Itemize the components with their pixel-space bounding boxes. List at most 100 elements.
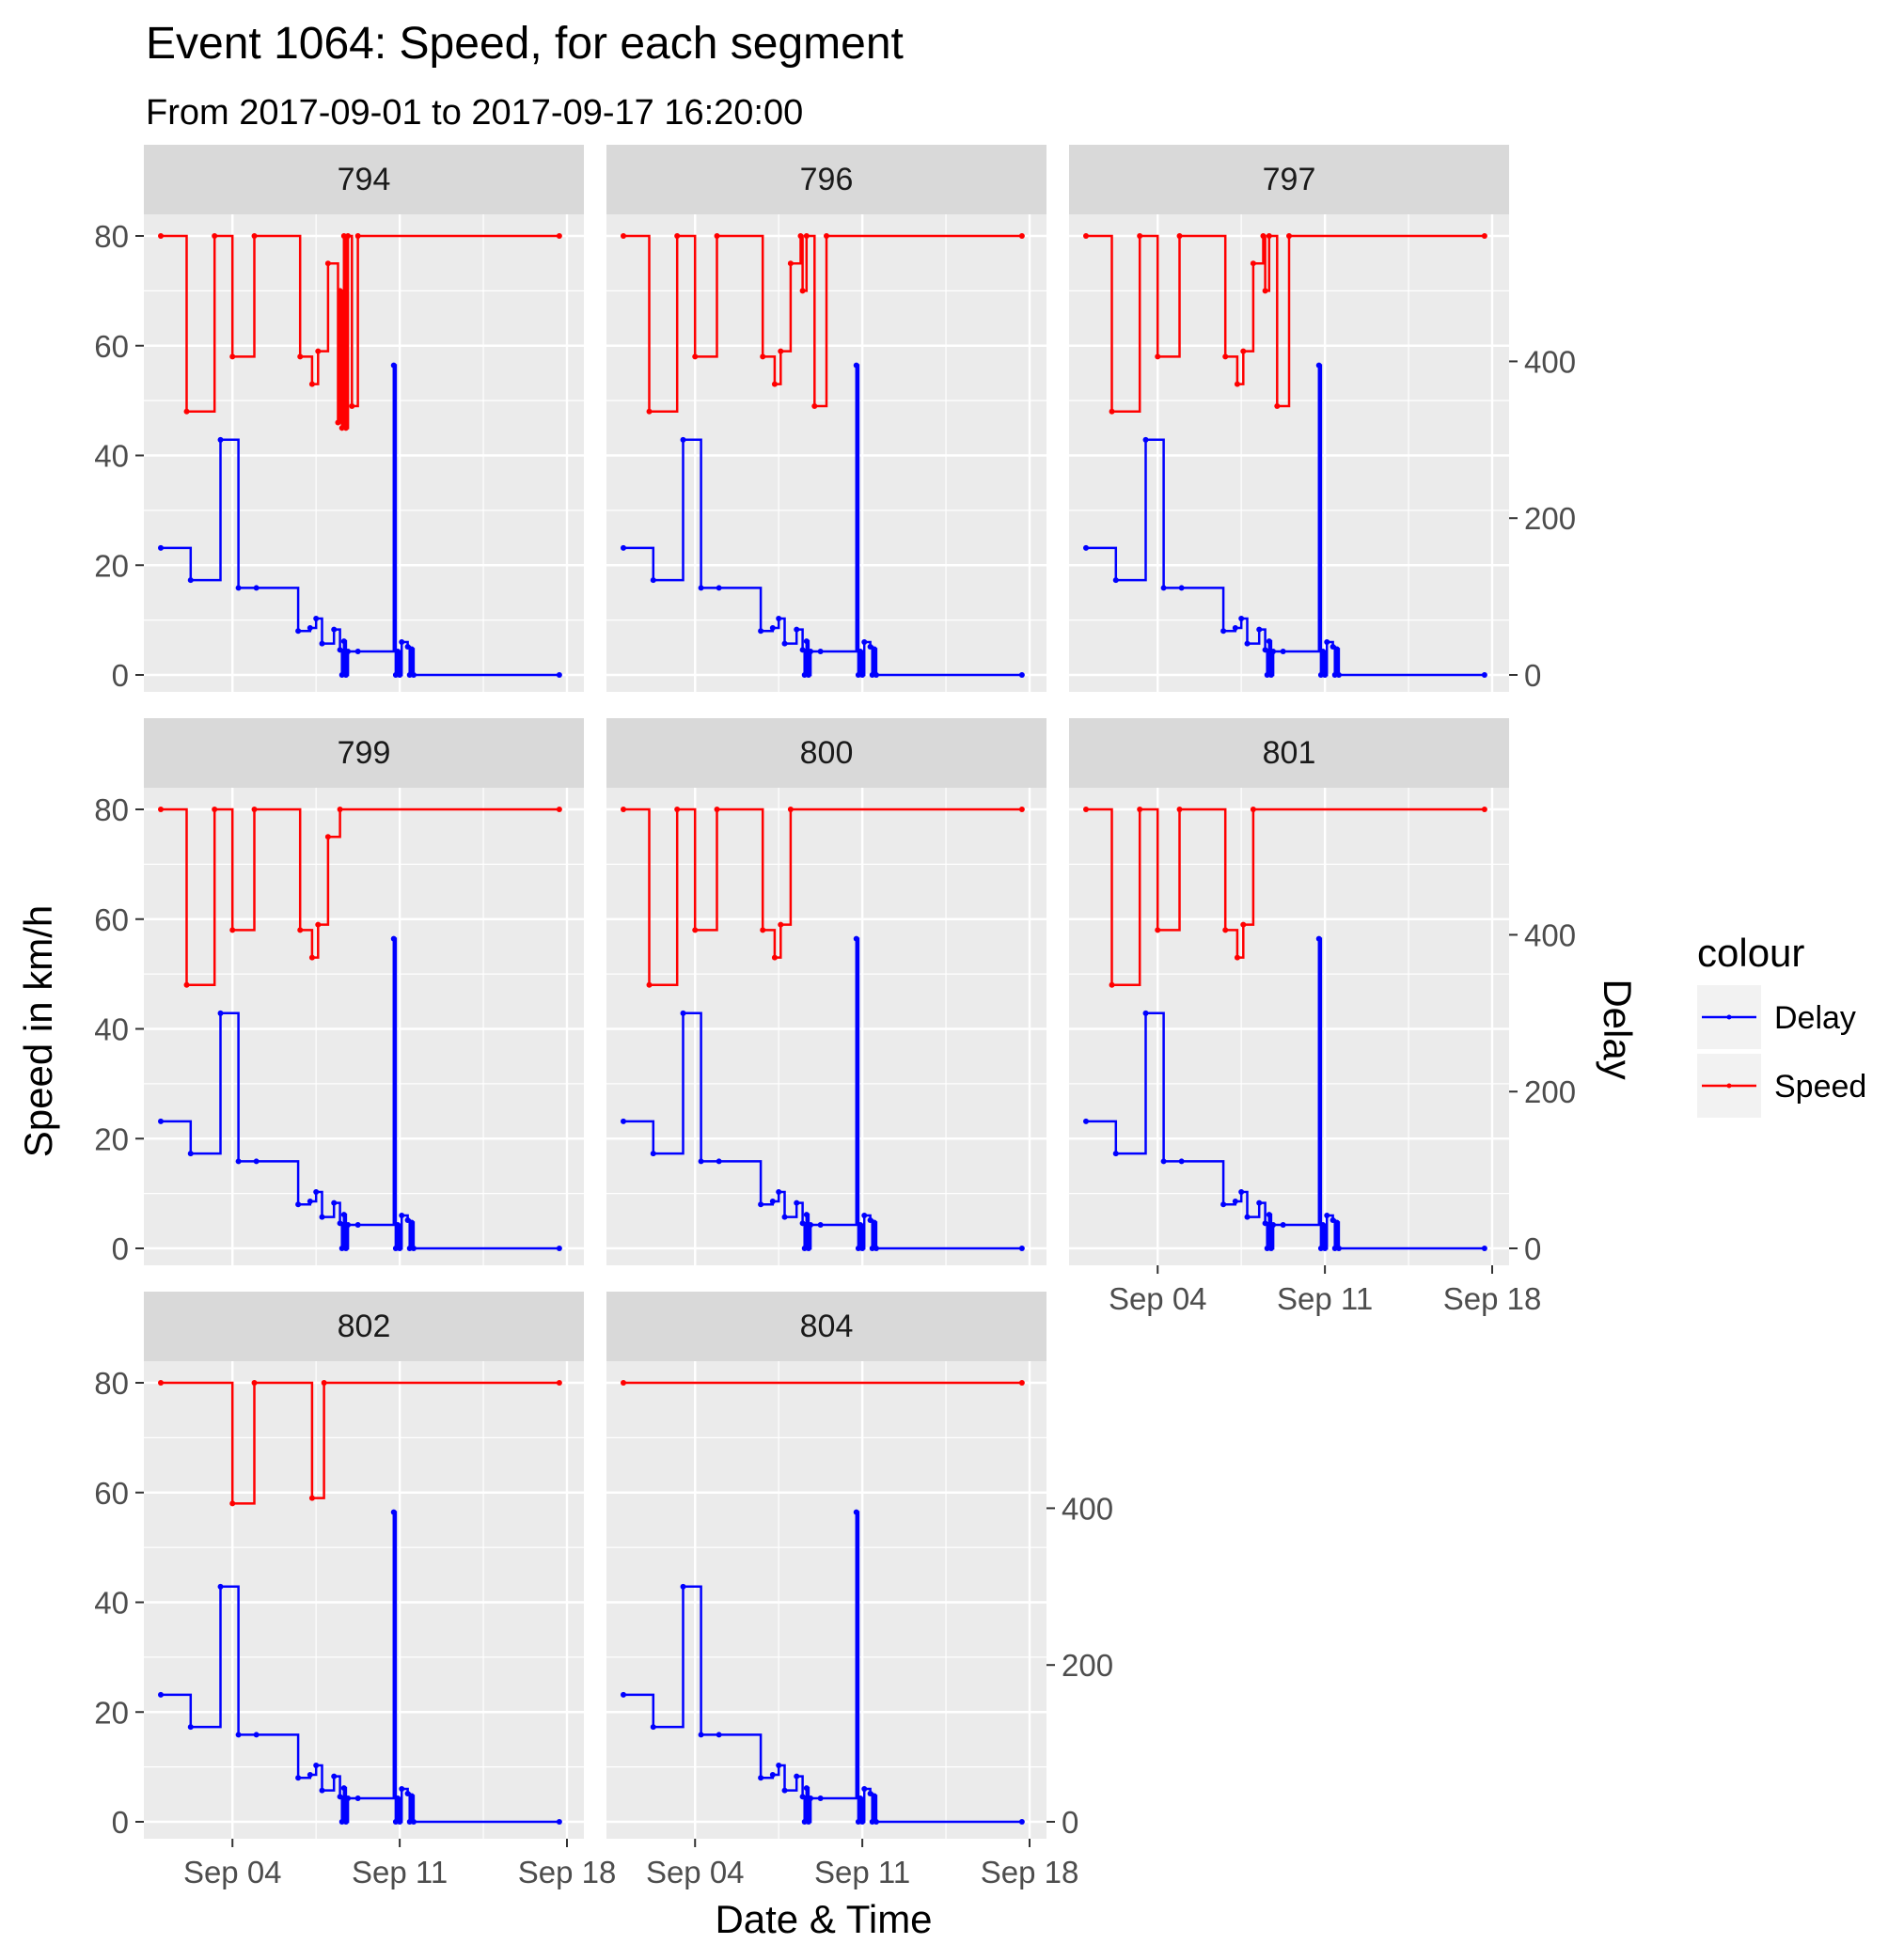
speed-point — [315, 348, 322, 354]
x-tick-label: Sep 18 — [1443, 1281, 1542, 1316]
speed-point — [340, 233, 347, 239]
delay-point — [1160, 585, 1167, 591]
delay-point — [769, 1771, 776, 1778]
delay-point — [313, 615, 320, 621]
speed-point — [799, 288, 806, 294]
speed-point — [1250, 807, 1256, 812]
delay-point — [1244, 1214, 1251, 1220]
delay-point — [1324, 638, 1330, 645]
speed-point — [212, 807, 218, 812]
delay-point — [295, 1775, 302, 1781]
delay-point — [1256, 626, 1263, 633]
speed-point — [556, 1380, 562, 1386]
y-tick-label: 40 — [94, 439, 129, 474]
delay-point — [1262, 647, 1268, 653]
delay-point — [803, 638, 810, 645]
delay-point — [698, 585, 704, 591]
facet-strip-label: 799 — [338, 735, 391, 771]
facet-strip — [606, 1292, 1046, 1361]
delay-point — [1083, 544, 1089, 551]
y2-tick-label: 400 — [1524, 344, 1576, 379]
delay-point — [395, 1795, 401, 1801]
delay-point — [621, 1691, 626, 1698]
delay-point — [390, 362, 397, 368]
speed-point — [674, 233, 681, 239]
delay-point — [1315, 935, 1322, 942]
delay-point — [871, 1219, 877, 1226]
x-tick-label: Sep 11 — [1277, 1281, 1373, 1316]
delay-point — [342, 672, 349, 678]
delay-point — [253, 1158, 260, 1165]
speed-line — [1086, 234, 1485, 414]
delay-point — [1280, 1221, 1286, 1228]
facet-panel-796: 796 — [606, 145, 1046, 692]
delay-point — [758, 628, 764, 635]
y2-tick-label: 200 — [1524, 1074, 1576, 1109]
delay-point — [858, 1795, 863, 1801]
y-tick-label: 0 — [112, 1231, 129, 1266]
delay-point — [799, 647, 806, 653]
speed-point — [158, 1380, 164, 1386]
y-tick-label: 60 — [94, 902, 129, 937]
speed-point — [315, 921, 322, 928]
plot-panel — [1069, 788, 1509, 1265]
delay-point — [776, 1762, 782, 1768]
speed-point — [646, 408, 653, 415]
delay-point — [1178, 1158, 1185, 1165]
delay-point — [1317, 1246, 1324, 1251]
delay-point — [799, 1220, 806, 1227]
delay-point — [1331, 1246, 1338, 1251]
speed-point — [760, 353, 766, 360]
y2-tick-label: 400 — [1524, 917, 1576, 952]
delay-point — [698, 1732, 704, 1738]
speed-point — [1234, 381, 1240, 387]
delay-point — [1238, 1188, 1245, 1195]
y-tick-label: 20 — [94, 1695, 129, 1730]
speed-point — [621, 1380, 626, 1386]
y-tick-label: 40 — [94, 1586, 129, 1621]
speed-point — [324, 834, 331, 840]
facet-panel-799: 799 0 20 40 60 80 — [94, 718, 584, 1266]
delay-point — [758, 1775, 764, 1781]
facet-strip — [144, 1292, 584, 1361]
delay-point — [1481, 672, 1487, 678]
delay-point — [331, 626, 338, 633]
facet-strip-label: 800 — [800, 735, 854, 771]
delay-point — [337, 1220, 343, 1227]
delay-point — [803, 1785, 810, 1792]
delay-point — [1320, 1221, 1326, 1228]
delay-point — [397, 1246, 403, 1251]
legend-point-delay — [1726, 1014, 1732, 1020]
delay-point — [390, 1509, 397, 1515]
delay-point — [858, 1221, 863, 1228]
speed-point — [1240, 348, 1247, 354]
speed-point — [1240, 921, 1247, 928]
y-tick-label: 80 — [94, 792, 129, 827]
facet-strip — [1069, 718, 1509, 788]
x-tick-label: Sep 11 — [814, 1855, 910, 1889]
speed-line — [161, 807, 559, 987]
delay-point — [853, 935, 859, 942]
speed-point — [1083, 807, 1089, 812]
delay-point — [858, 648, 863, 654]
delay-point — [1264, 1246, 1270, 1251]
delay-point — [399, 1212, 405, 1218]
delay-point — [1267, 1246, 1274, 1251]
delay-point — [1267, 672, 1274, 678]
delay-point — [187, 1724, 194, 1731]
plot-panel — [606, 1361, 1046, 1839]
speed-point — [1018, 233, 1025, 239]
delay-point — [1481, 1246, 1487, 1251]
delay-point — [869, 1246, 875, 1251]
delay-point — [805, 1246, 811, 1251]
x-tick-label: Sep 18 — [981, 1855, 1079, 1889]
speed-point — [803, 233, 810, 239]
delay-point — [556, 1246, 562, 1251]
speed-point — [297, 927, 304, 933]
speed-point — [251, 807, 258, 812]
delay-point — [1112, 1151, 1119, 1157]
delay-point — [397, 1819, 403, 1825]
speed-point — [324, 260, 331, 267]
delay-point — [871, 646, 877, 652]
speed-point — [229, 927, 236, 933]
